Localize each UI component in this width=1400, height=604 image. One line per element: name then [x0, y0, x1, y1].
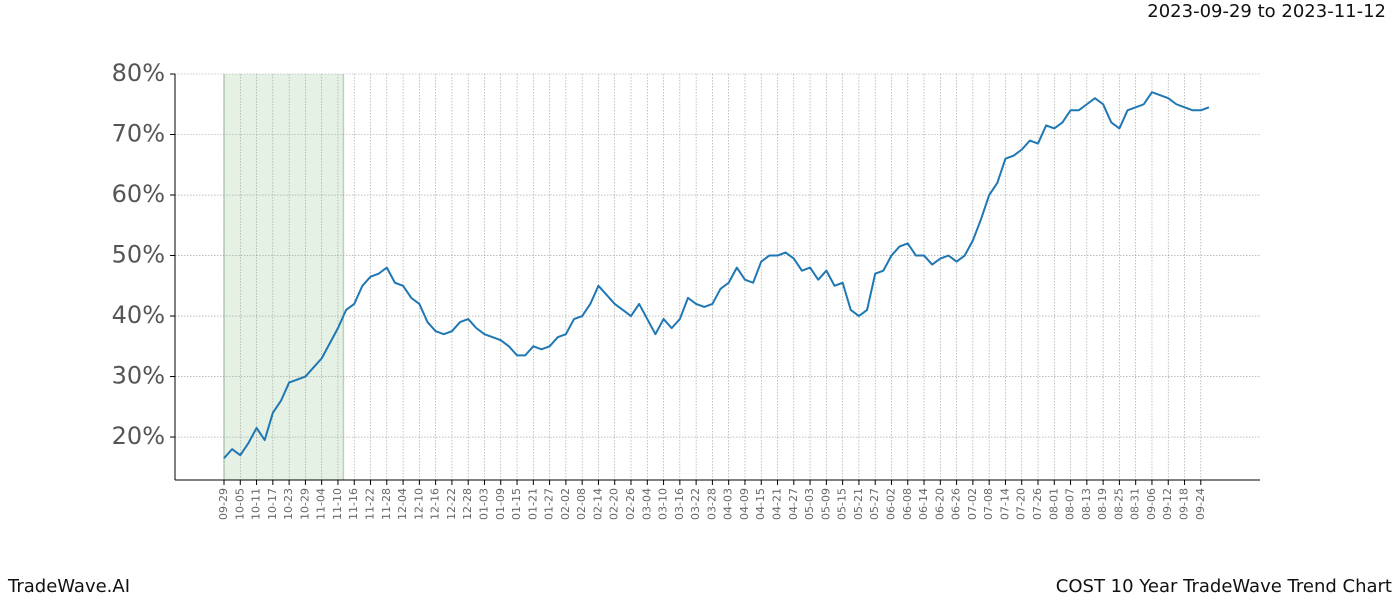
x-tick-label: 11-10 [331, 488, 344, 520]
x-tick-label: 03-10 [657, 488, 670, 520]
x-tick-label: 02-20 [608, 488, 621, 520]
x-tick-label: 06-02 [884, 488, 897, 520]
x-tick-label: 04-27 [787, 488, 800, 520]
x-tick-label: 09-24 [1194, 488, 1207, 520]
x-tick-label: 04-03 [722, 488, 735, 520]
x-tick-label: 09-12 [1161, 488, 1174, 520]
x-tick-label: 08-19 [1096, 488, 1109, 520]
x-tick-label: 07-26 [1031, 488, 1044, 520]
x-tick-label: 10-11 [250, 488, 263, 520]
x-tick-label: 12-28 [461, 488, 474, 520]
x-tick-label: 03-04 [640, 488, 653, 520]
x-tick-label: 01-15 [510, 488, 523, 520]
x-tick-label: 09-18 [1178, 488, 1191, 520]
x-tick-label: 02-08 [575, 488, 588, 520]
x-tick-label: 10-17 [266, 488, 279, 520]
x-tick-label: 11-22 [364, 488, 377, 520]
x-tick-label: 09-06 [1145, 488, 1158, 520]
x-tick-label: 02-14 [591, 488, 604, 520]
y-tick-label: 80% [112, 59, 165, 87]
x-tick-label: 01-27 [543, 488, 556, 520]
x-tick-label: 08-07 [1064, 488, 1077, 520]
x-tick-label: 05-21 [852, 488, 865, 520]
x-tick-label: 12-04 [396, 488, 409, 520]
trend-line [223, 91, 1210, 459]
x-tick-label: 09-29 [217, 488, 230, 520]
x-tick-label: 05-03 [803, 488, 816, 520]
x-tick-label: 11-16 [347, 488, 360, 520]
y-tick-label: 60% [112, 180, 165, 208]
highlight-range [224, 74, 344, 480]
y-tick-label: 40% [112, 301, 165, 329]
x-tick-label: 08-31 [1129, 488, 1142, 520]
x-tick-label: 10-29 [298, 488, 311, 520]
x-tick-label: 10-23 [282, 488, 295, 520]
x-tick-label: 02-26 [624, 488, 637, 520]
x-tick-label: 05-15 [836, 488, 849, 520]
x-tick-label: 07-02 [966, 488, 979, 520]
x-tick-label: 02-02 [559, 488, 572, 520]
x-tick-label: 07-14 [998, 488, 1011, 520]
x-tick-label: 05-27 [868, 488, 881, 520]
footer-left: TradeWave.AI [7, 576, 130, 597]
x-tick-label: 07-20 [1015, 488, 1028, 520]
x-tick-label: 01-09 [494, 488, 507, 520]
chart-title: 2023-09-29 to 2023-11-12 [1147, 1, 1386, 22]
x-tick-label: 06-08 [901, 488, 914, 520]
x-tick-label: 11-04 [315, 488, 328, 520]
y-tick-label: 20% [112, 422, 165, 450]
x-tick-label: 03-28 [705, 488, 718, 520]
x-tick-label: 12-16 [429, 488, 442, 520]
x-tick-label: 04-21 [771, 488, 784, 520]
y-tick-label: 50% [112, 241, 165, 269]
x-tick-label: 06-14 [917, 488, 930, 520]
x-tick-label: 07-08 [982, 488, 995, 520]
x-tick-label: 04-15 [754, 488, 767, 520]
x-tick-label: 08-01 [1047, 488, 1060, 520]
x-tick-label: 01-03 [477, 488, 490, 520]
x-tick-label: 01-21 [526, 488, 539, 520]
x-tick-label: 06-20 [933, 488, 946, 520]
x-tick-label: 12-22 [445, 488, 458, 520]
x-tick-label: 08-13 [1080, 488, 1093, 520]
x-tick-label: 04-09 [738, 488, 751, 520]
x-tick-label: 10-05 [233, 488, 246, 520]
x-tick-label: 08-25 [1112, 488, 1125, 520]
x-tick-label: 03-22 [689, 488, 702, 520]
footer-right: COST 10 Year TradeWave Trend Chart [1056, 576, 1392, 597]
x-tick-label: 03-16 [673, 488, 686, 520]
x-tick-label: 11-28 [380, 488, 393, 520]
x-tick-label: 06-26 [950, 488, 963, 520]
y-tick-label: 30% [112, 362, 165, 390]
x-tick-label: 12-10 [412, 488, 425, 520]
x-tick-label: 05-09 [819, 488, 832, 520]
y-tick-label: 70% [112, 120, 165, 148]
